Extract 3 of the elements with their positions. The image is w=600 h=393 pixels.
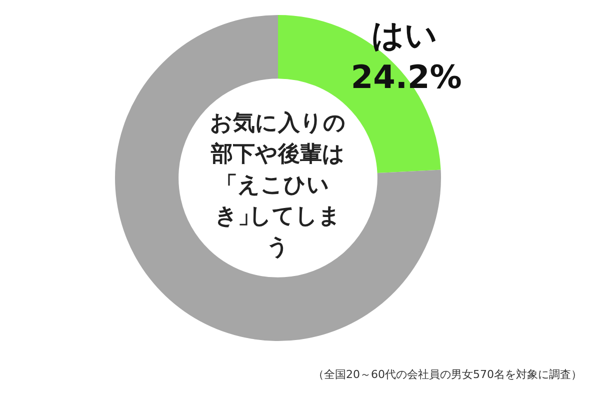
chart-title: お気に入りの部下や後輩は「えこひいき」してしまう bbox=[210, 111, 346, 260]
slice-label: はい bbox=[371, 16, 438, 54]
text: （全国20～60代の会社員の男女570名を対象に調査） bbox=[313, 367, 582, 382]
